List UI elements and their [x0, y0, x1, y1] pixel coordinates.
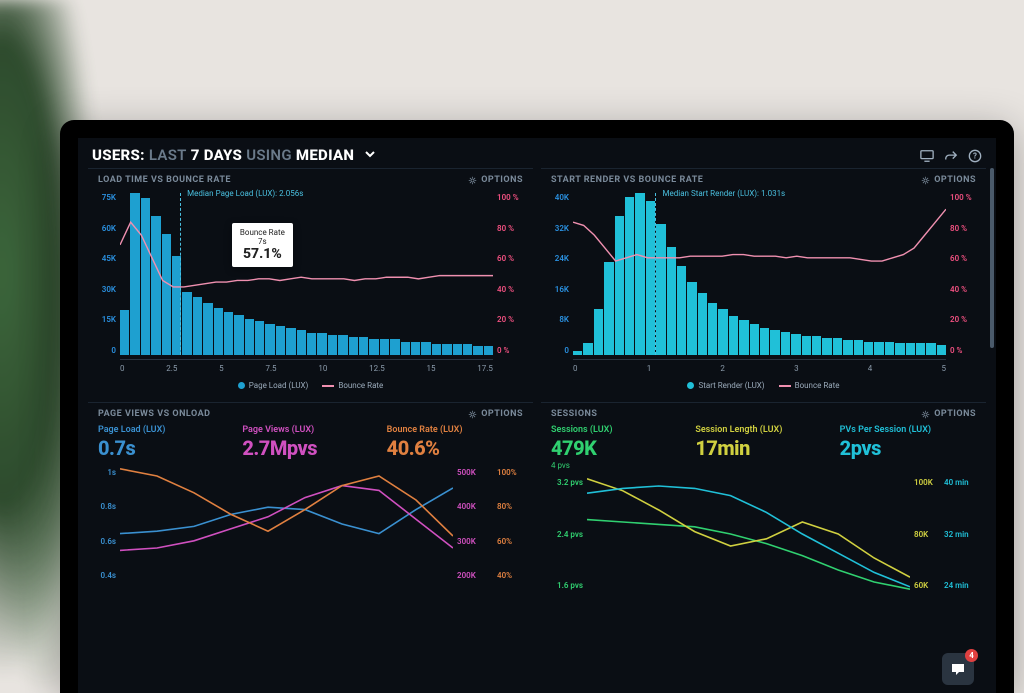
chart-d: 3.2 pvs2.4 pvs1.6 pvs 100K80K60K 40 min3…: [547, 474, 980, 594]
panel-sessions: SESSIONS OPTIONS Sessions (LUX)479K4 pvs…: [541, 402, 986, 596]
chart-c: 1s0.8s0.6s0.4s 500K400K300K200K 100%80%6…: [94, 464, 527, 584]
chevron-down-icon: [364, 146, 376, 164]
legend: Page Load (LUX)Bounce Rate: [94, 377, 527, 392]
page-header: USERS: LAST 7 DAYS USING MEDIAN ?: [78, 138, 996, 168]
svg-text:?: ?: [973, 152, 977, 161]
y-axis-left: 40K32K24K16K8K0: [547, 189, 573, 377]
metric: Session Length (LUX)17min: [695, 425, 831, 470]
chart-a: 75K60K45K30K15K0 Median Page Load (LUX):…: [94, 189, 527, 377]
gear-icon: [468, 410, 477, 419]
median-label: Median Start Render (LUX): 1.031s: [663, 189, 786, 198]
notification-badge: 4: [965, 649, 978, 662]
panel-title: PAGE VIEWS VS ONLOAD: [98, 409, 211, 419]
y-axis-right: 100 %80 %60 %40 %20 %0 %: [946, 189, 980, 377]
tooltip: Bounce Rate 7s 57.1%: [232, 223, 293, 267]
chat-button[interactable]: 4: [942, 653, 974, 685]
display-icon[interactable]: [920, 148, 934, 162]
metric: Page Views (LUX)2.7Mpvs: [242, 425, 378, 460]
panel-start-render: START RENDER VS BOUNCE RATE OPTIONS 40K3…: [541, 168, 986, 394]
panel-title: SESSIONS: [551, 409, 597, 419]
metric: Sessions (LUX)479K4 pvs: [551, 425, 687, 470]
scrollbar[interactable]: [990, 168, 994, 348]
chat-icon: [950, 661, 966, 677]
gear-icon: [921, 176, 930, 185]
options-button[interactable]: OPTIONS: [921, 409, 976, 419]
filter-dropdown[interactable]: USERS: LAST 7 DAYS USING MEDIAN: [92, 146, 376, 164]
y-axis-left: 3.2 pvs2.4 pvs1.6 pvs: [547, 474, 587, 594]
panel-title: START RENDER VS BOUNCE RATE: [551, 175, 703, 185]
metric: PVs Per Session (LUX)2pvs: [840, 425, 976, 470]
x-axis: 012345: [573, 359, 946, 377]
gear-icon: [468, 176, 477, 185]
y-axis-left: 75K60K45K30K15K0: [94, 189, 120, 377]
x-axis: 02.557.51012.51517.5: [120, 359, 493, 377]
median-label: Median Page Load (LUX): 2.056s: [187, 189, 303, 198]
options-button[interactable]: OPTIONS: [921, 175, 976, 185]
options-button[interactable]: OPTIONS: [468, 175, 523, 185]
y-axis-right: 100 %80 %60 %40 %20 %0 %: [493, 189, 527, 377]
metric: Page Load (LUX)0.7s: [98, 425, 234, 460]
panel-title: LOAD TIME VS BOUNCE RATE: [98, 175, 231, 185]
chart-b: 40K32K24K16K8K0 Median Start Render (LUX…: [547, 189, 980, 377]
metric: Bounce Rate (LUX)40.6%: [387, 425, 523, 460]
laptop-frame: USERS: LAST 7 DAYS USING MEDIAN ? LOAD T…: [60, 120, 1014, 693]
options-button[interactable]: OPTIONS: [468, 409, 523, 419]
y-axis-left: 1s0.8s0.6s0.4s: [94, 464, 120, 584]
gear-icon: [921, 410, 930, 419]
legend: Start Render (LUX)Bounce Rate: [547, 377, 980, 392]
panel-page-views: PAGE VIEWS VS ONLOAD OPTIONS Page Load (…: [88, 402, 533, 596]
panel-load-time: LOAD TIME VS BOUNCE RATE OPTIONS 75K60K4…: [88, 168, 533, 394]
help-icon[interactable]: ?: [968, 148, 982, 162]
share-icon[interactable]: [944, 148, 958, 162]
dashboard-screen: USERS: LAST 7 DAYS USING MEDIAN ? LOAD T…: [78, 138, 996, 693]
